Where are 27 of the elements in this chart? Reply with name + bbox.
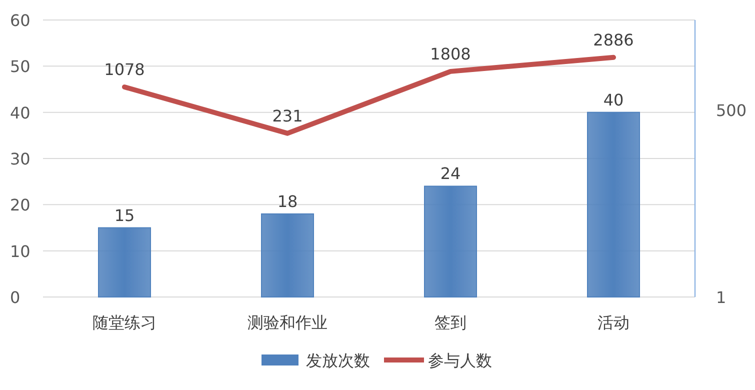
y-tick-label: 20 <box>10 196 30 215</box>
data-label: 18 <box>277 192 298 211</box>
data-label: 15 <box>114 206 135 225</box>
data-label: 24 <box>440 164 461 184</box>
y2-tick-label: 1 <box>716 288 726 307</box>
y-tick-label: 0 <box>10 288 20 307</box>
y-tick-label: 30 <box>10 150 30 168</box>
x-tick-label: 签到 <box>434 313 466 332</box>
x-tick-label: 测验和作业 <box>248 313 328 332</box>
y-tick-label: 40 <box>10 103 30 122</box>
bar <box>424 186 477 298</box>
x-tick-label: 活动 <box>598 313 630 332</box>
bar <box>587 112 640 298</box>
bar <box>261 213 314 298</box>
data-label: 231 <box>272 106 303 126</box>
y-tick-label: 50 <box>10 57 30 76</box>
legend-label: 参与人数 <box>428 351 492 370</box>
x-tick-label: 随堂练习 <box>92 313 156 332</box>
data-label: 1808 <box>430 44 471 64</box>
y-tick-label: 10 <box>10 242 30 261</box>
data-label: 2886 <box>593 30 634 50</box>
bar <box>98 227 151 298</box>
legend-label: 发放次数 <box>306 351 370 370</box>
y-tick-label: 60 <box>10 11 30 30</box>
y2-tick-label: 500 <box>716 101 747 120</box>
data-label: 1078 <box>104 60 145 79</box>
data-label: 40 <box>603 90 624 110</box>
